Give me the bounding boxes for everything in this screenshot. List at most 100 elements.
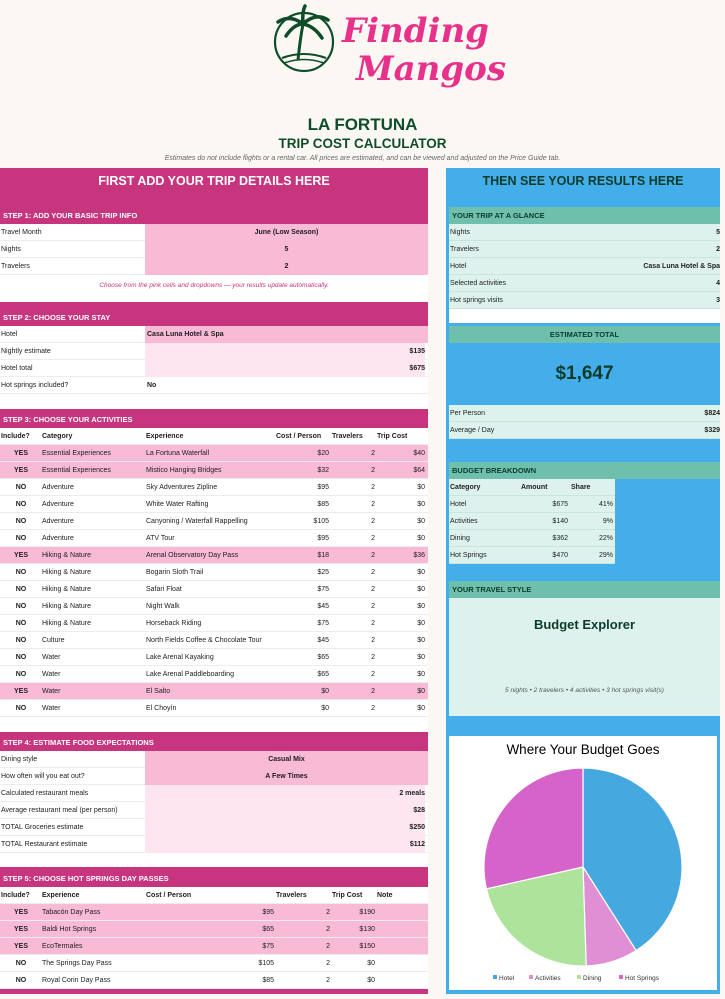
include-toggle[interactable]: NO [15,960,27,967]
activity-category: Hiking & Nature [42,552,92,559]
svg-text:Mangos: Mangos [355,49,506,89]
activity-travelers: 2 [371,637,375,644]
activity-travelers: 2 [371,586,375,593]
activity-name: El Salto [146,688,171,695]
activity-trip-cost: $64 [413,467,425,474]
food-value: $28 [145,802,425,819]
hot-springs-included-value: No [147,382,157,389]
include-toggle[interactable]: YES [13,450,28,457]
include-toggle[interactable]: YES [13,467,28,474]
include-toggle[interactable]: YES [13,943,28,950]
svg-text:Finding: Finding [341,11,489,51]
hot-springs-row: YES Tabacón Day Pass $95 2 $190 [0,904,428,921]
breakdown-category: Hotel [450,501,467,508]
pie-slice-dining [485,866,587,967]
include-toggle[interactable]: NO [15,977,27,984]
include-toggle[interactable]: NO [15,535,27,542]
include-toggle[interactable]: NO [15,671,27,678]
include-toggle[interactable]: NO [15,603,27,610]
food-select[interactable]: Casual Mix [145,751,428,768]
activity-category: Culture [42,637,65,644]
hot-springs-name: Tabacón Day Pass [42,909,101,916]
trip-details-panel: FIRST ADD YOUR TRIP DETAILS HERE STEP 1:… [0,168,428,994]
activity-row: NO Water Lake Arenal Kayaking $65 2 $0 [0,649,428,666]
glance-row: Hotel Casa Luna Hotel & Spa [449,258,720,275]
legend-swatch [493,975,497,979]
activity-cost: $95 [317,535,329,542]
activity-travelers: 2 [371,501,375,508]
activity-row: NO Adventure Canyoning / Waterfall Rappell… [0,513,428,530]
activity-category: Water [42,705,61,712]
travel-style-section: YOUR TRAVEL STYLE Budget Explorer 5 nigh… [449,581,720,716]
glance-row: Selected activities 4 [449,275,720,292]
activity-row: NO Culture North Fields Coffee & Chocolate… [0,632,428,649]
include-toggle[interactable]: NO [15,518,27,525]
activity-category: Hiking & Nature [42,620,92,627]
food-row: How often will you eat out? A Few Times [0,768,428,785]
hotel-select[interactable]: Casa Luna Hotel & Spa [145,326,428,343]
include-toggle[interactable]: YES [13,909,28,916]
activity-trip-cost: $36 [413,552,425,559]
legend-swatch [529,975,533,979]
activity-category: Adventure [42,501,74,508]
activity-cost: $65 [317,671,329,678]
activity-name: ATV Tour [146,535,175,542]
step1-title: STEP 1: ADD YOUR BASIC TRIP INFO [0,207,428,224]
food-value: $250 [145,819,425,836]
food-label: How often will you eat out? [1,773,85,780]
activity-trip-cost: $0 [417,586,425,593]
activity-travelers: 2 [371,569,375,576]
hot-springs-cost: $75 [262,943,274,950]
travelers-input[interactable]: 2 [145,258,428,275]
activity-cost: $45 [317,637,329,644]
activity-row: NO Adventure ATV Tour $95 2 $0 [0,530,428,547]
activity-travelers: 2 [371,705,375,712]
breakdown-row: Hot Springs $470 29% [449,547,615,564]
step5-section: STEP 5: CHOOSE HOT SPRINGS DAY PASSES In… [0,870,428,989]
estimate-section: ESTIMATED TOTAL $1,647 Per Person $824 A… [449,326,720,439]
activity-row: NO Hiking & Nature Horseback Riding $75 2 $0 [0,615,428,632]
finding-mangos-logo: Finding Mangos [273,4,506,89]
legend-swatch [619,975,623,979]
include-toggle[interactable]: NO [15,484,27,491]
nightly-estimate-value: $135 [145,343,425,360]
nights-input[interactable]: 5 [145,241,428,258]
activity-name: Night Walk [146,603,180,610]
activity-category: Essential Experiences [42,467,111,474]
estimated-total-value: $1,647 [449,343,720,405]
hot-springs-name: The Springs Day Pass [42,960,112,967]
step1-section: STEP 1: ADD YOUR BASIC TRIP INFO Travel … [0,207,428,302]
include-toggle[interactable]: YES [13,926,28,933]
pie-slice-hot-springs [483,767,584,890]
glance-row: Nights 5 [449,224,720,241]
activity-category: Essential Experiences [42,450,111,457]
step4-title: STEP 4: ESTIMATE FOOD EXPECTATIONS [0,734,428,751]
include-toggle[interactable]: NO [15,705,27,712]
activity-travelers: 2 [371,518,375,525]
nights-row: Nights 5 [0,241,428,258]
activity-travelers: 2 [371,552,375,559]
include-toggle[interactable]: NO [15,501,27,508]
hot-springs-trip-cost: $130 [359,926,375,933]
food-select[interactable]: A Few Times [145,768,428,785]
activity-name: Mistico Hanging Bridges [146,467,222,474]
left-panel-header: FIRST ADD YOUR TRIP DETAILS HERE [98,174,330,188]
breakdown-share: 22% [598,535,613,542]
glance-value: Casa Luna Hotel & Spa [643,263,720,270]
hot-springs-travelers: 2 [326,926,330,933]
include-toggle[interactable]: NO [15,620,27,627]
activity-category: Adventure [42,535,74,542]
breakdown-title: BUDGET BREAKDOWN [449,462,720,479]
activity-name: Horseback Riding [146,620,202,627]
include-toggle[interactable]: NO [15,586,27,593]
nightly-estimate-row: Nightly estimate $135 [0,343,428,360]
food-row: TOTAL Groceries estimate $250 [0,819,428,836]
include-toggle[interactable]: NO [15,569,27,576]
travel-month-select[interactable]: June (Low Season) [145,224,428,241]
hot-springs-trip-cost: $0 [367,960,375,967]
include-toggle[interactable]: NO [15,654,27,661]
include-toggle[interactable]: NO [15,637,27,644]
hot-springs-travelers: 2 [326,909,330,916]
include-toggle[interactable]: YES [13,552,28,559]
include-toggle[interactable]: YES [13,688,28,695]
